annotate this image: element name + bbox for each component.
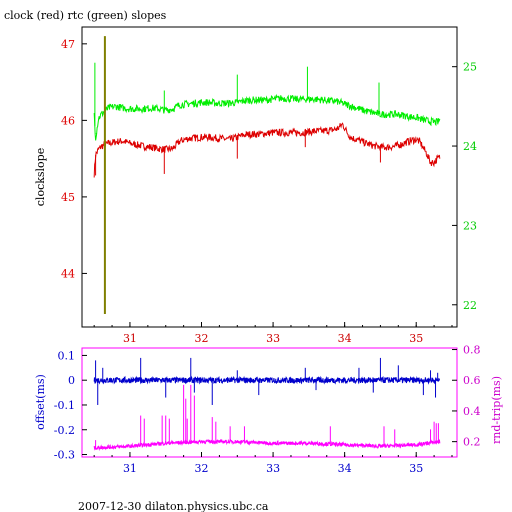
x-tick-label: 32	[195, 332, 209, 345]
bottom-plot-frame	[81, 347, 458, 458]
x-tick-label: 35	[409, 462, 423, 475]
top-left-axis: 44 45 46 47	[61, 38, 87, 280]
left-tick-label: 47	[61, 38, 75, 51]
series-line-0	[93, 122, 441, 178]
x-tick-label: 31	[123, 332, 137, 345]
left-tick-label: 0.1	[58, 349, 76, 362]
left-tick-label: -0.1	[54, 399, 75, 412]
x-tick-label: 34	[338, 462, 352, 475]
left-tick-label: -0.2	[54, 424, 75, 437]
bottom-left-axis: 0.1 0 -0.1 -0.2 -0.3	[54, 349, 87, 462]
top-plot-frame	[81, 26, 458, 328]
left-tick-label: 46	[61, 114, 75, 127]
footer-caption: 2007-12-30 dilaton.physics.ubc.ca	[78, 500, 269, 512]
x-tick-label: 35	[409, 332, 423, 345]
bottom-right-axis-label: rnd-trip(ms)	[490, 376, 503, 444]
left-tick-label: 44	[61, 267, 75, 280]
series-line-1	[93, 93, 441, 141]
x-tick-label: 32	[195, 462, 209, 475]
series-line-1	[93, 438, 441, 452]
x-tick-label: 33	[266, 332, 280, 345]
top-right-axis: 22 23 24 25	[452, 61, 477, 312]
left-tick-label: 0	[68, 374, 75, 387]
series-line-0	[93, 375, 441, 385]
x-tick-label: 34	[338, 332, 352, 345]
x-tick-label: 33	[266, 462, 280, 475]
bottom-x-axis: 31 32 33 34 35	[93, 452, 453, 475]
chart-title: clock (red) rtc (green) slopes	[4, 9, 167, 22]
right-tick-label: 0.2	[463, 436, 481, 449]
right-tick-label: 24	[463, 140, 477, 153]
x-tick-label: 31	[123, 462, 137, 475]
bottom-right-axis: 0.2 0.4 0.6 0.8	[452, 344, 481, 449]
left-tick-label: -0.3	[54, 449, 75, 462]
right-tick-label: 25	[463, 61, 477, 74]
right-tick-label: 0.6	[463, 374, 481, 387]
right-tick-label: 0.8	[463, 344, 481, 357]
right-tick-label: 23	[463, 219, 477, 232]
bottom-left-axis-label: offset(ms)	[34, 374, 47, 430]
bottom-series-group	[93, 357, 441, 452]
left-tick-label: 45	[61, 191, 75, 204]
right-tick-label: 0.4	[463, 405, 481, 418]
bottom-panel: 0.1 0 -0.1 -0.2 -0.3 0.2 0.4 0.6 0.8 31 32 33 34 35…	[34, 344, 503, 475]
top-x-axis: 31 32 33 34 35	[93, 322, 453, 345]
right-tick-label: 22	[463, 299, 477, 312]
top-panel: 44 45 46 47 22 23 24 25 31 32 33 34 35 clockslope	[34, 26, 477, 345]
top-series-group	[93, 36, 441, 314]
top-left-axis-label: clockslope	[34, 148, 47, 206]
